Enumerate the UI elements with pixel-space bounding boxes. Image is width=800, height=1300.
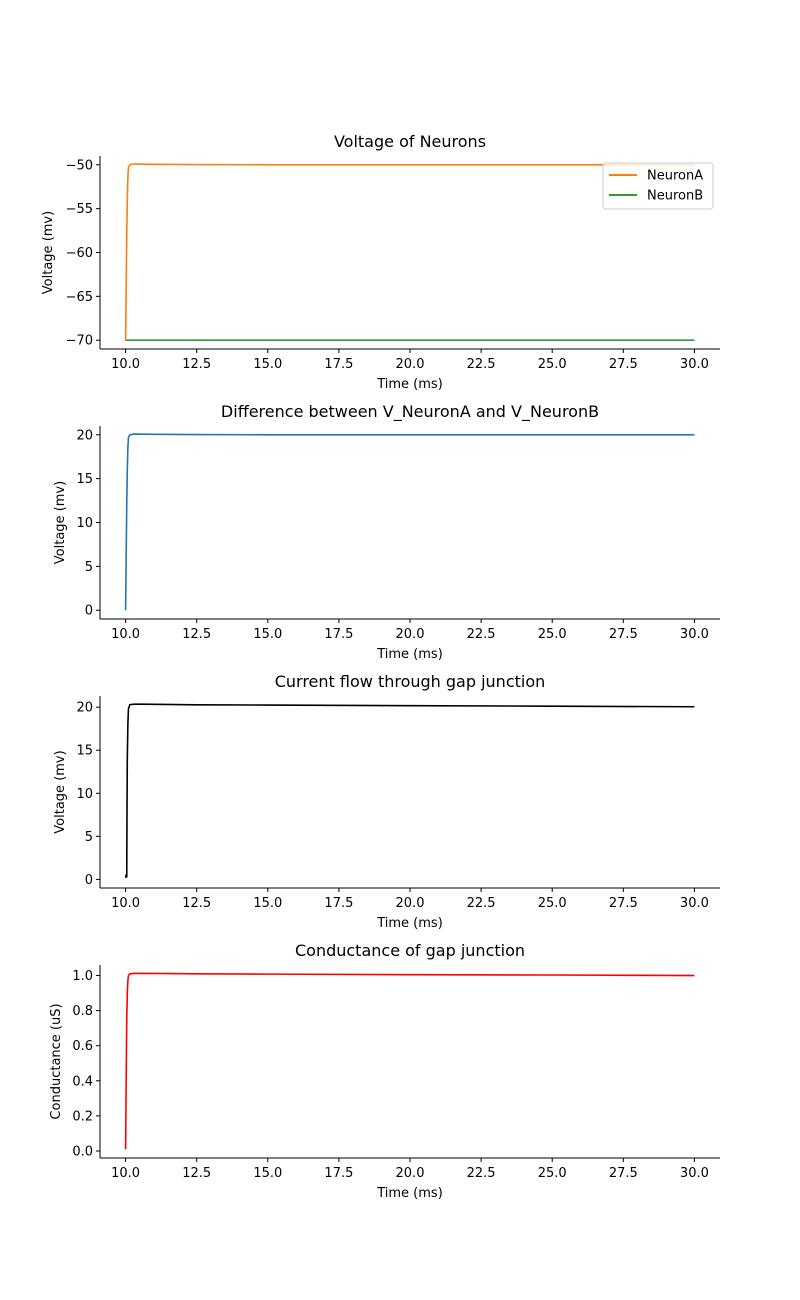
x-tick-label: 22.5: [467, 1166, 496, 1181]
legend: NeuronA NeuronB: [602, 162, 714, 210]
y-tick-label: −50: [66, 158, 93, 173]
legend-label-neurona: NeuronA: [647, 169, 703, 184]
chart-title: Voltage of Neurons: [334, 132, 486, 151]
x-tick-label: 30.0: [680, 357, 709, 372]
y-tick-label: 15: [76, 472, 93, 487]
x-tick-label: 25.0: [538, 627, 567, 642]
y-tick-label: −70: [66, 334, 93, 349]
x-tick-label: 22.5: [467, 357, 496, 372]
x-axis-label: Time (ms): [376, 377, 443, 392]
y-tick-label: 0.8: [72, 1004, 93, 1019]
x-tick-label: 12.5: [182, 1166, 211, 1181]
y-tick-label: 5: [85, 560, 93, 575]
y-tick-label: 15: [76, 744, 93, 759]
x-tick-label: 10.0: [111, 357, 140, 372]
x-tick-label: 20.0: [396, 627, 425, 642]
x-tick-label: 20.0: [396, 896, 425, 911]
x-tick-label: 12.5: [182, 357, 211, 372]
x-axis-label: Time (ms): [376, 647, 443, 662]
y-tick-label: 1.0: [72, 969, 93, 984]
series-line-neurona: [124, 163, 695, 341]
x-tick-label: 10.0: [111, 896, 140, 911]
y-tick-label: 0.2: [72, 1109, 93, 1124]
y-tick-label: 10: [76, 516, 93, 531]
chart-title: Conductance of gap junction: [295, 941, 525, 960]
x-tick-label: 25.0: [538, 896, 567, 911]
x-tick-label: 27.5: [609, 357, 638, 372]
y-tick-label: −55: [66, 202, 93, 217]
chart-panel-1: Voltage of Neurons 10.0 12.5 15.0 17.5 20.0 22…: [41, 132, 720, 392]
y-axis-label: Voltage (mv): [41, 211, 56, 294]
x-tick-label: 17.5: [324, 357, 353, 372]
y-tick-label: 0: [85, 604, 93, 619]
x-tick-label: 17.5: [324, 627, 353, 642]
chart-title: Current flow through gap junction: [275, 672, 546, 691]
x-tick-label: 25.0: [538, 1166, 567, 1181]
x-tick-label: 27.5: [609, 1166, 638, 1181]
x-tick-label: 20.0: [396, 1166, 425, 1181]
y-axis-label: Conductance (uS): [49, 1003, 64, 1119]
y-axis-label: Voltage (mv): [53, 750, 68, 833]
y-tick-label: 10: [76, 787, 93, 802]
x-tick-label: 22.5: [467, 896, 496, 911]
y-axis-label: Voltage (mv): [53, 481, 68, 564]
x-tick-label: 27.5: [609, 896, 638, 911]
series-line-panel-3: [124, 703, 695, 878]
chart-title: Difference between V_NeuronA and V_Neuro…: [221, 402, 599, 422]
chart-panel-2: Difference between V_NeuronA and V_Neuro…: [53, 402, 720, 662]
chart-panel-4: Conductance of gap junction 10.0 12.5 15.0 1…: [49, 941, 720, 1201]
x-tick-label: 17.5: [324, 1166, 353, 1181]
y-tick-label: 0.6: [72, 1039, 93, 1054]
chart-panel-3: Current flow through gap junction 10.0 12.…: [53, 672, 720, 931]
y-tick-label: 5: [85, 830, 93, 845]
x-tick-label: 10.0: [111, 627, 140, 642]
x-tick-label: 15.0: [253, 357, 282, 372]
x-tick-label: 15.0: [253, 627, 282, 642]
x-tick-label: 17.5: [324, 896, 353, 911]
x-tick-label: 25.0: [538, 357, 567, 372]
y-tick-label: 0.4: [72, 1074, 93, 1089]
x-tick-label: 15.0: [253, 1166, 282, 1181]
x-axis-label: Time (ms): [376, 916, 443, 931]
x-tick-label: 30.0: [680, 896, 709, 911]
x-axis-label: Time (ms): [376, 1186, 443, 1201]
y-tick-label: 0: [85, 873, 93, 888]
x-tick-label: 27.5: [609, 627, 638, 642]
x-tick-label: 30.0: [680, 627, 709, 642]
x-tick-label: 15.0: [253, 896, 282, 911]
x-tick-label: 30.0: [680, 1166, 709, 1181]
x-tick-label: 12.5: [182, 627, 211, 642]
x-tick-label: 22.5: [467, 627, 496, 642]
series-line-panel-2: [124, 433, 695, 611]
legend-label-neuronb: NeuronB: [647, 189, 703, 204]
x-tick-label: 10.0: [111, 1166, 140, 1181]
y-tick-label: 0.0: [72, 1144, 93, 1159]
y-tick-label: −60: [66, 246, 93, 261]
y-tick-label: −65: [66, 290, 93, 305]
x-tick-label: 12.5: [182, 896, 211, 911]
x-tick-label: 20.0: [396, 357, 425, 372]
y-tick-label: 20: [76, 428, 93, 443]
y-tick-label: 20: [76, 701, 93, 716]
series-line-panel-4: [124, 972, 695, 1150]
